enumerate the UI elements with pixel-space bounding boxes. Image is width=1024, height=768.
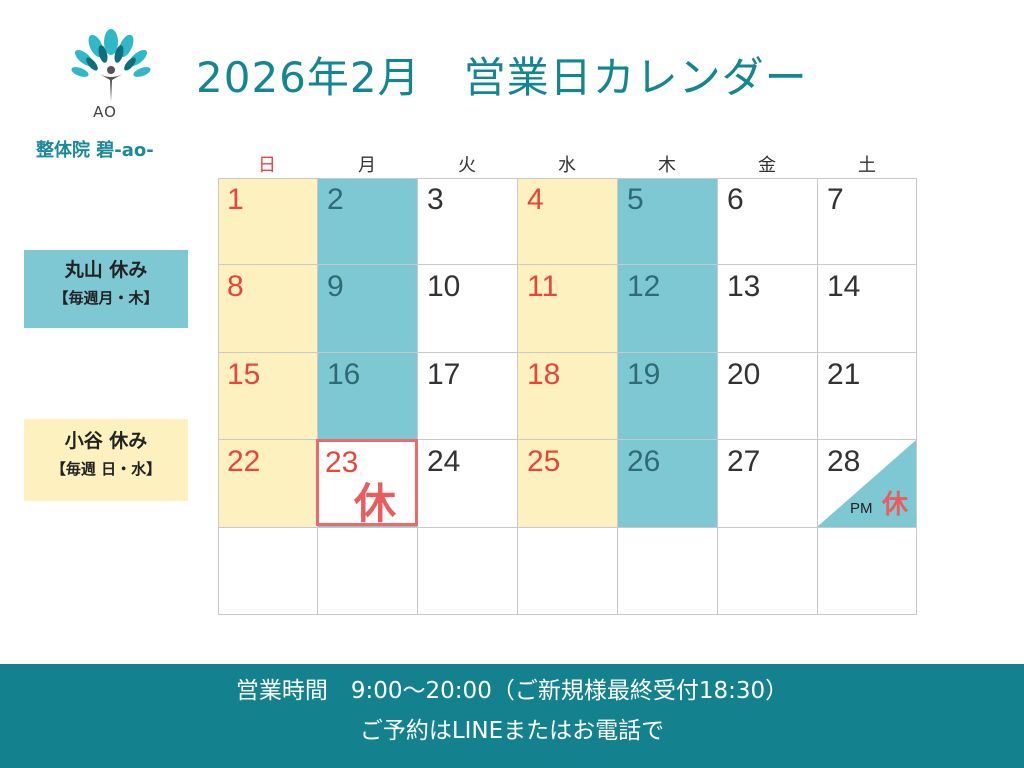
day-cell-10: 10 — [418, 265, 518, 353]
weekday-header: 火 — [458, 155, 476, 176]
day-cell-20: 20 — [718, 352, 818, 441]
day-number: 3 — [427, 183, 444, 216]
day-number: 7 — [827, 183, 844, 216]
day-number: 9 — [327, 270, 344, 304]
logo-text: AO — [93, 103, 117, 121]
day-cell-9: 9 — [318, 265, 418, 353]
day-cell-3: 3 — [418, 178, 518, 266]
closed-day-23: 23 休 — [316, 439, 418, 528]
day-cell-2: 2 — [318, 178, 418, 266]
day-number: 4 — [527, 183, 544, 216]
calendar-grid: 1234567891011121314151617181920212223242… — [218, 178, 917, 615]
weekday-header: 日 — [258, 155, 276, 176]
legend-maruyama-days: 【毎週月・木】 — [53, 289, 159, 307]
day-cell-22: 22 — [218, 440, 318, 528]
empty-day-cell — [418, 527, 518, 615]
day-cell-15: 15 — [218, 352, 318, 441]
footer-banner: 営業時間 9:00〜20:00（ご新規様最終受付18:30） ご予約はLINEま… — [0, 664, 1024, 768]
weekday-header: 金 — [758, 155, 776, 176]
empty-day-cell — [518, 527, 618, 615]
day-cell-21: 21 — [818, 352, 917, 441]
legend-kotani-days: 【毎週 日・水】 — [50, 460, 162, 478]
page-title: 2026年2月 営業日カレンダー — [196, 53, 808, 102]
day-number: 12 — [627, 270, 661, 304]
legend-maruyama-name: 丸山 休み — [64, 259, 148, 281]
day-number: 28 — [827, 445, 861, 479]
day-number: 10 — [427, 270, 461, 304]
day-cell-8: 8 — [218, 265, 318, 353]
pm-closed-triangle — [817, 439, 916, 527]
day-number: 22 — [227, 445, 261, 479]
day-number: 20 — [727, 357, 761, 391]
day-cell-6: 6 — [718, 178, 818, 266]
day-cell-1: 1 — [218, 178, 318, 266]
day-number: 25 — [527, 445, 561, 479]
day-cell-28: 28 PM 休 — [817, 439, 917, 528]
empty-day-cell — [318, 527, 418, 615]
day-cell-11: 11 — [518, 265, 618, 353]
empty-day-cell — [618, 527, 718, 615]
weekday-header: 土 — [858, 155, 876, 176]
day-number: 11 — [527, 270, 559, 304]
day-number: 23 — [325, 446, 359, 479]
day-number: 21 — [827, 357, 861, 391]
day-cell-18: 18 — [518, 352, 618, 441]
empty-day-cell — [218, 527, 318, 615]
weekday-header: 水 — [558, 155, 576, 176]
day-cell-12: 12 — [618, 265, 718, 353]
day-number: 18 — [527, 357, 561, 391]
day-cell-14: 14 — [818, 265, 917, 353]
business-hours: 営業時間 9:00〜20:00（ご新規様最終受付18:30） — [235, 678, 789, 704]
day-cell-16: 16 — [318, 352, 418, 441]
day-number: 24 — [427, 445, 461, 479]
day-number: 26 — [627, 445, 661, 479]
reservation-note: ご予約はLINEまたはお電話で — [359, 718, 665, 744]
day-number: 15 — [227, 357, 261, 391]
pm-closed-mark: 休 — [882, 490, 909, 521]
day-number: 19 — [627, 357, 661, 391]
legend-kotani: 小谷 休み 【毎週 日・水】 — [24, 419, 188, 501]
day-number: 2 — [327, 183, 344, 216]
weekday-header: 月 — [358, 155, 376, 176]
day-cell-5: 5 — [618, 178, 718, 266]
day-number: 1 — [227, 183, 244, 216]
day-number: 17 — [427, 357, 461, 391]
day-cell-7: 7 — [818, 178, 917, 266]
day-number: 6 — [727, 183, 744, 216]
day-cell-25: 25 — [518, 440, 618, 528]
closed-mark: 休 — [354, 479, 397, 528]
legend-kotani-name: 小谷 休み — [64, 430, 148, 452]
clinic-logo — [56, 28, 166, 128]
day-cell-19: 19 — [618, 352, 718, 441]
pm-label: PM — [850, 500, 873, 518]
day-number: 16 — [327, 357, 361, 391]
empty-day-cell — [818, 527, 917, 615]
day-number: 8 — [227, 270, 244, 304]
day-cell-27: 27 — [718, 440, 818, 528]
day-cell-13: 13 — [718, 265, 818, 353]
weekday-header: 木 — [658, 155, 676, 176]
empty-day-cell — [718, 527, 818, 615]
day-cell-26: 26 — [618, 440, 718, 528]
clinic-name: 整体院 碧-ao- — [36, 140, 154, 161]
day-cell-4: 4 — [518, 178, 618, 266]
day-number: 5 — [627, 183, 644, 216]
day-number: 13 — [727, 270, 761, 304]
day-number: 27 — [727, 445, 761, 479]
day-cell-17: 17 — [418, 352, 518, 441]
legend-maruyama: 丸山 休み 【毎週月・木】 — [24, 250, 188, 328]
tree-logo-icon — [71, 29, 151, 102]
day-number: 14 — [827, 270, 861, 304]
day-cell-24: 24 — [418, 440, 518, 528]
